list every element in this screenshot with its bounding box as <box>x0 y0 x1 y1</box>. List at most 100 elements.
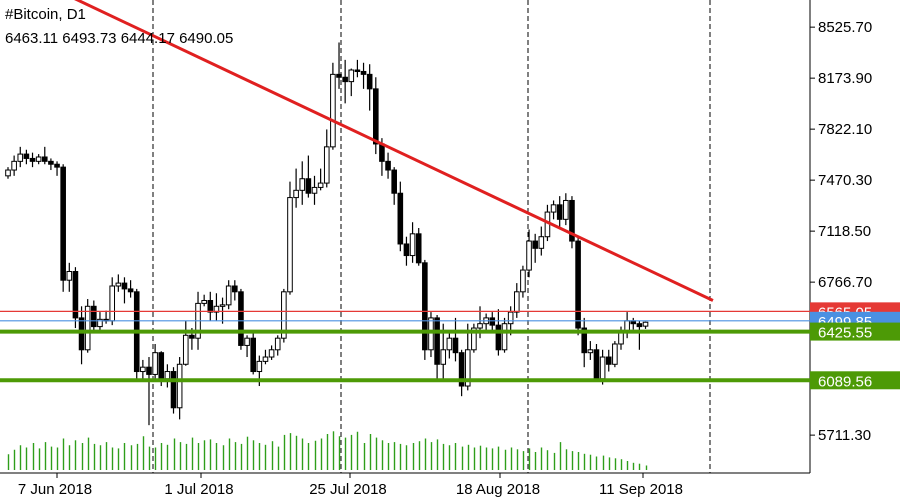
candle-body-down <box>170 371 177 409</box>
trendline[interactable] <box>0 0 714 302</box>
price-level-tag <box>810 371 900 390</box>
chart-gridlines <box>0 0 811 474</box>
candle-body-up <box>440 349 447 365</box>
candle-body-down <box>397 192 404 245</box>
candle-body-down <box>23 153 30 159</box>
candle-body-down <box>189 334 195 339</box>
candle-body-up <box>176 363 183 409</box>
candle-body-down <box>458 352 465 387</box>
candle-body-down <box>532 240 538 249</box>
candle-body-up <box>182 334 189 365</box>
candle-body-up <box>520 269 526 293</box>
candle-body-up <box>446 337 453 351</box>
candle-body-down <box>373 88 379 145</box>
price-tick-label: 6766.70 <box>818 274 872 291</box>
candle-body-up <box>599 356 606 380</box>
candle-body-down <box>146 366 152 375</box>
time-tick-label: 25 Jul 2018 <box>309 481 387 498</box>
price-level-tag <box>810 322 900 341</box>
ohlc-high: 6493.73 <box>62 30 117 47</box>
candle-body-down <box>575 240 581 329</box>
price-tick-label: 7470.30 <box>818 172 872 189</box>
price-tick-label: 8173.90 <box>818 70 872 87</box>
candle-body-up <box>281 291 287 339</box>
candle-body-up <box>97 318 103 328</box>
candle-body-up <box>109 285 116 322</box>
chart-symbol-title: #Bitcoin, D1 <box>5 6 86 24</box>
candle-body-up <box>11 160 17 171</box>
candle-body-down <box>415 233 422 264</box>
candle-body-up <box>225 285 232 306</box>
candle-body-down <box>238 291 244 346</box>
candle-body-up <box>642 321 649 327</box>
candle-body-down <box>422 262 428 351</box>
candle-body-down <box>250 337 256 373</box>
ohlc-open: 6463.11 <box>5 30 59 47</box>
resistance-trendline[interactable] <box>0 0 714 302</box>
candle-body-down <box>360 70 367 75</box>
candle-body-up <box>164 371 171 380</box>
candle-body-up <box>477 323 483 329</box>
time-tick-label: 1 Jul 2018 <box>164 481 233 498</box>
candle-body-down <box>403 243 410 257</box>
candle-body-down <box>556 204 563 220</box>
price-tick-label: 7822.10 <box>818 121 872 138</box>
time-axis: 7 Jun 2018 1 Jul 2018 25 Jul 2018 18 Aug 20… <box>18 473 683 498</box>
candle-body-up <box>66 271 73 281</box>
candle-body-up <box>5 169 11 177</box>
candle-body-up <box>330 73 336 148</box>
candle-body-down <box>385 160 391 171</box>
ohlc-readout: 6463.11 6493.73 6444.17 6490.05 <box>5 30 233 48</box>
candle-body-down <box>48 160 54 165</box>
candle-body-down <box>78 317 85 351</box>
candle-body-down <box>342 76 348 83</box>
candle-body-down <box>72 271 79 319</box>
candle-body-up <box>471 327 477 351</box>
candle-body-down <box>336 73 342 78</box>
candle-body-up <box>201 299 207 304</box>
symbol-name: #Bitcoin <box>5 6 59 23</box>
candle-body-up <box>612 343 618 365</box>
price-tick-label: 7118.50 <box>818 223 871 240</box>
price-tick-label: 8525.70 <box>818 19 872 36</box>
candle-body-up <box>140 366 146 373</box>
time-tick-label: 11 Sep 2018 <box>599 481 683 498</box>
price-level-tag-label: 6425.55 <box>818 325 872 342</box>
candle-body-down <box>305 178 312 194</box>
candle-body-up <box>550 204 557 213</box>
candle-body-down <box>495 324 502 351</box>
time-tick-label: 7 Jun 2018 <box>18 481 92 498</box>
candle-body-down <box>54 163 60 168</box>
candle-body-down <box>354 69 361 73</box>
candle-body-up <box>274 337 281 351</box>
candle-body-up <box>311 186 318 194</box>
candle-body-up <box>219 304 226 307</box>
candle-body-up <box>317 182 324 188</box>
candle-body-down <box>29 157 36 162</box>
candle-body-up <box>323 146 330 184</box>
candle-body-up <box>244 337 250 346</box>
candle-body-up <box>501 323 508 351</box>
candle-body-up <box>84 305 91 351</box>
title-separator: , <box>58 6 67 23</box>
candle-body-up <box>213 305 220 313</box>
candle-body-down <box>636 323 643 328</box>
candle-body-up <box>287 197 293 293</box>
timeframe-label: D1 <box>66 6 86 23</box>
candlestick-series <box>5 42 649 426</box>
candle-body-down <box>593 349 600 380</box>
candle-body-down <box>605 356 612 365</box>
candle-body-up <box>526 240 532 271</box>
price-level-tag-label: 6089.56 <box>818 373 872 390</box>
candle-body-down <box>60 166 66 281</box>
candle-body-down <box>452 337 459 354</box>
candle-body-up <box>152 352 158 375</box>
candle-body-up <box>348 69 355 83</box>
volume-histogram <box>7 431 648 470</box>
candle-body-up <box>35 156 42 162</box>
candle-body-up <box>293 189 299 199</box>
candle-body-up <box>513 291 520 313</box>
candle-body-up <box>115 282 122 287</box>
